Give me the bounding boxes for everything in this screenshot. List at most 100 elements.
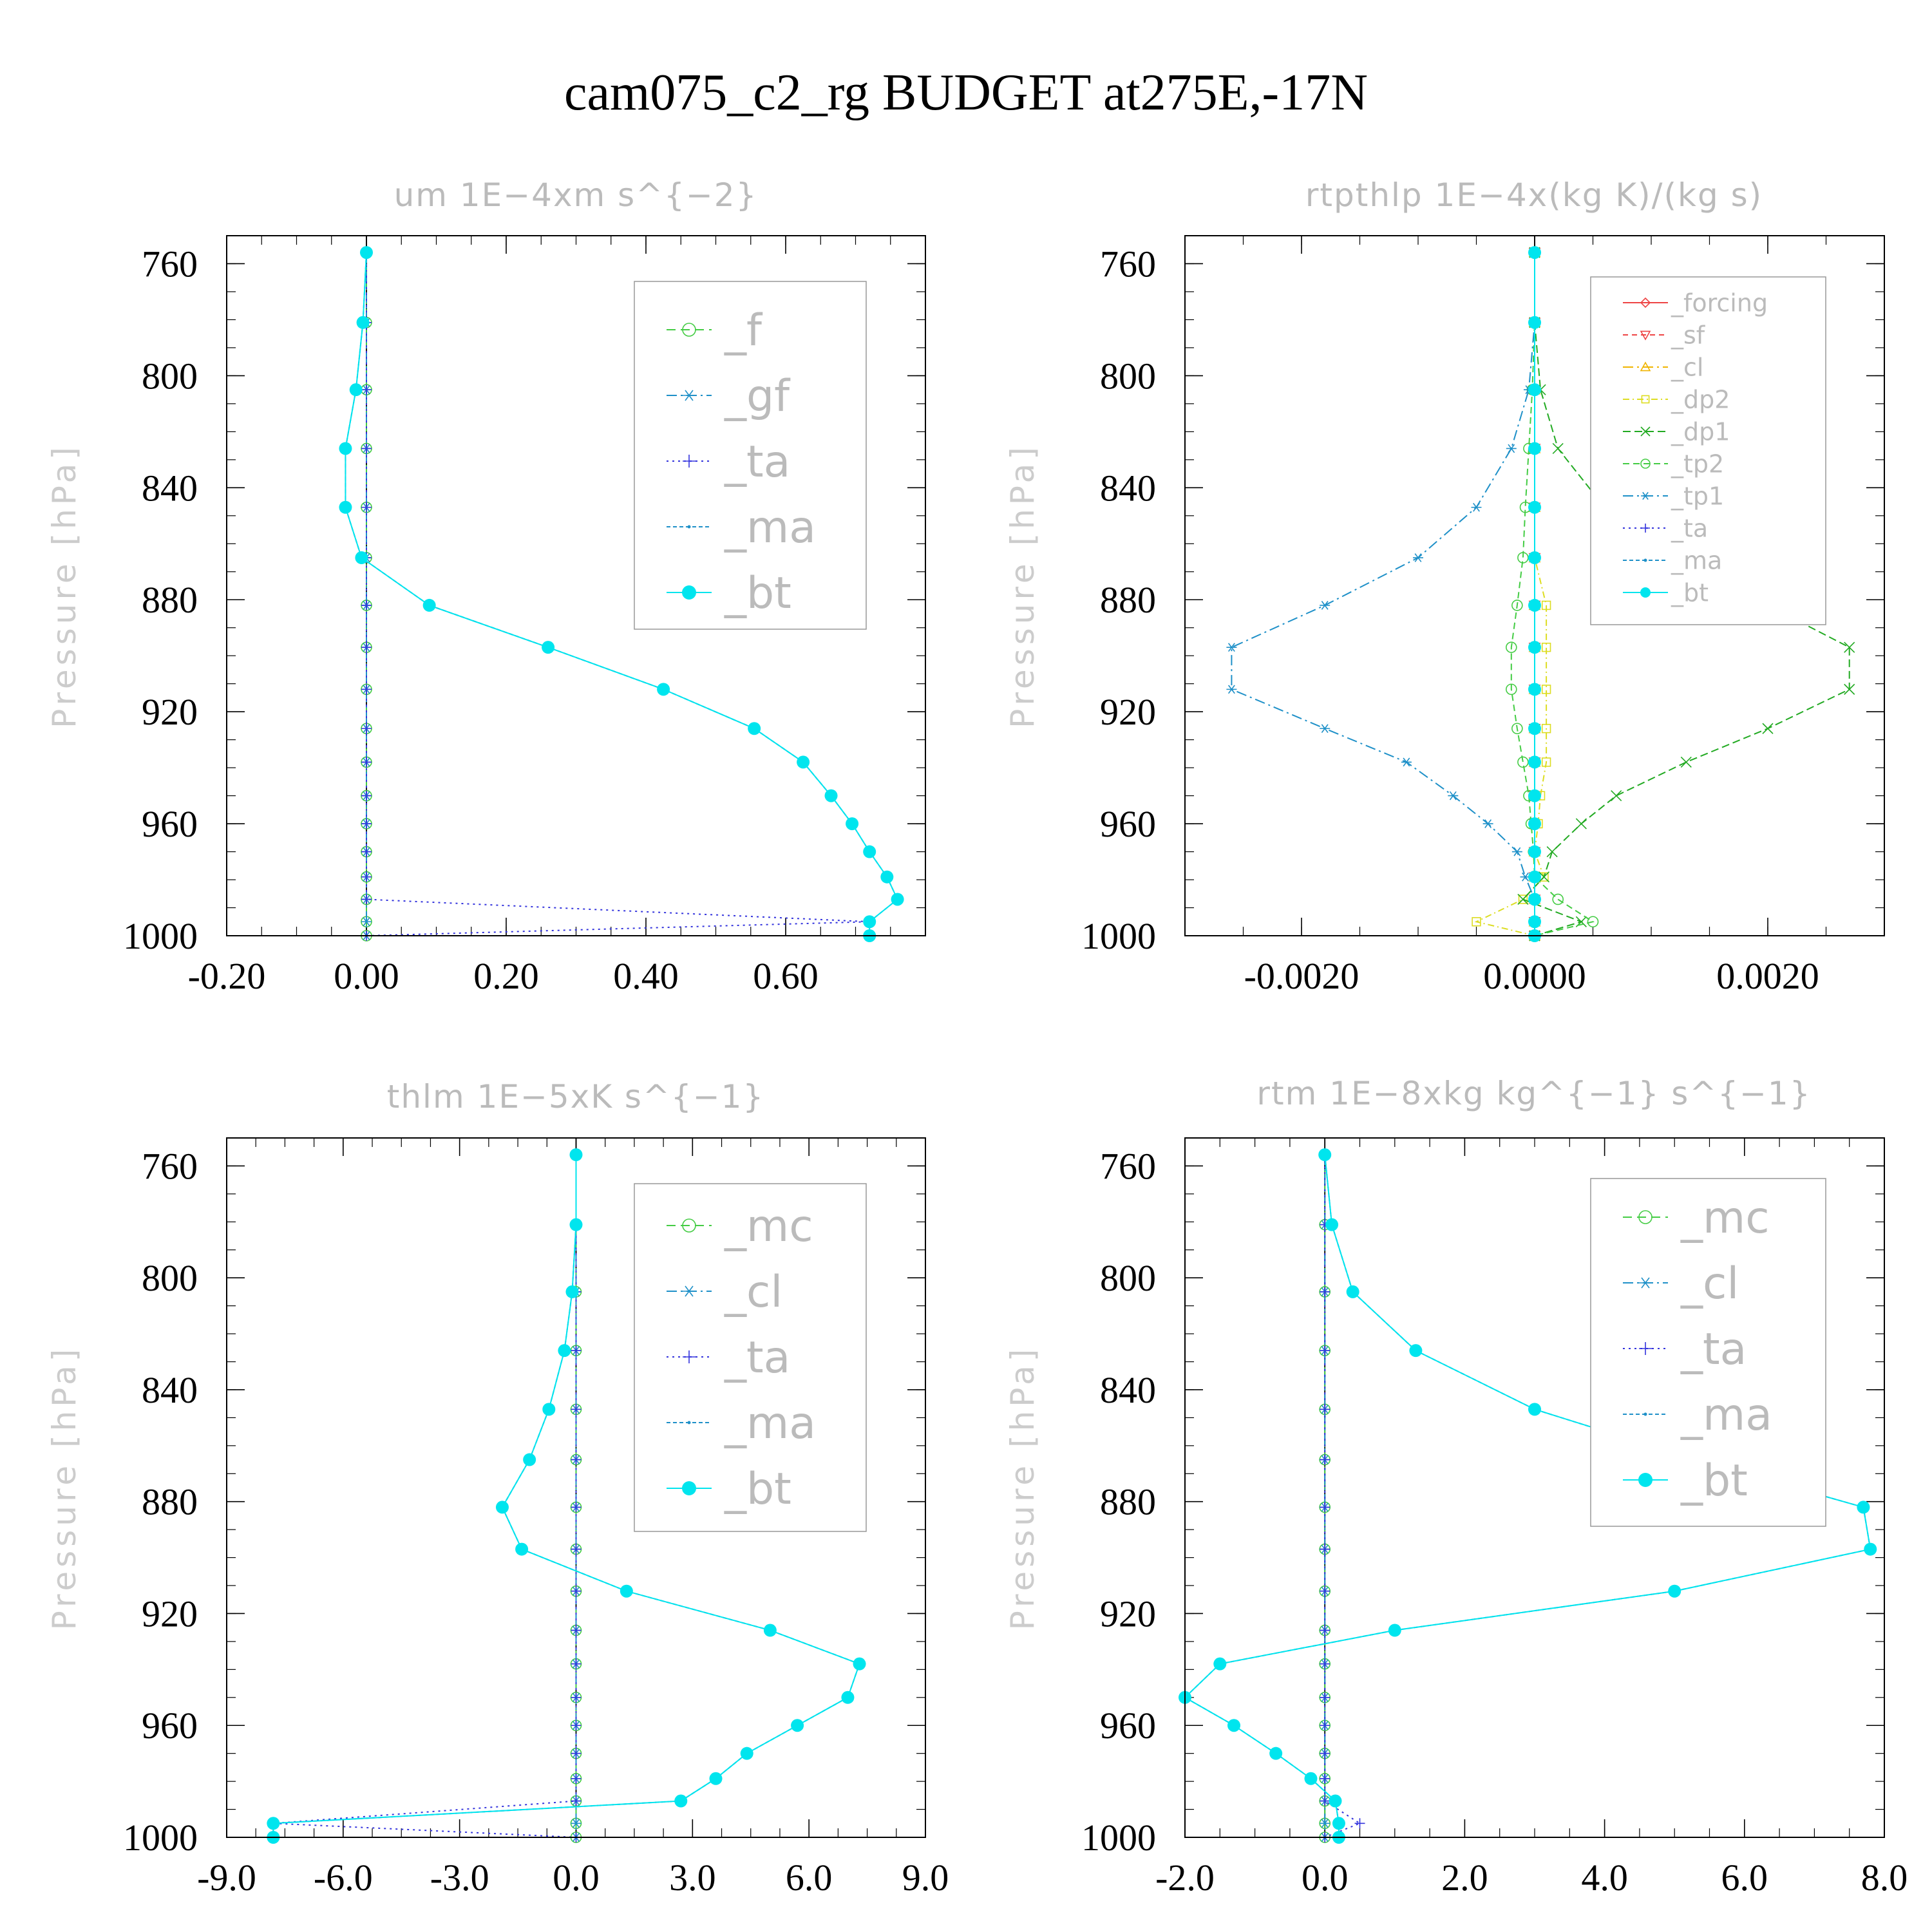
- data-point: [571, 1720, 582, 1731]
- data-point: [422, 598, 436, 612]
- y-tick-label: 960: [142, 803, 198, 845]
- legend: _f _gf _ta _ma _bt: [634, 281, 867, 630]
- data-point: [1541, 685, 1551, 694]
- data-point: [571, 1795, 582, 1806]
- data-point: [1506, 683, 1517, 696]
- x-tick-label: 0.0000: [1483, 955, 1586, 997]
- data-point: [880, 870, 894, 884]
- legend-label: _sf: [1671, 321, 1706, 349]
- x-tick-label: -0.20: [188, 955, 266, 997]
- data-point: [1320, 724, 1331, 734]
- data-point: [1844, 683, 1855, 695]
- data-point: [1640, 426, 1651, 437]
- data-point: [1541, 724, 1551, 734]
- legend-label: _bt: [724, 568, 791, 619]
- data-point: [1213, 1657, 1227, 1671]
- legend-label: _bt: [724, 1464, 791, 1515]
- legend-label: _ta: [1680, 1324, 1747, 1375]
- legend: _forcing _sf _cl _dp2 _dp1 _tp2 _tp1 _ta _ma _bt: [1590, 276, 1826, 625]
- data-point: [657, 683, 670, 696]
- x-tick-label: -2.0: [1155, 1857, 1215, 1899]
- data-point: [824, 789, 838, 802]
- y-tick-label: 800: [142, 355, 198, 397]
- y-tick-label: 1000: [1081, 1817, 1156, 1859]
- series-line-tp1: [1231, 252, 1535, 936]
- data-point: [1857, 1501, 1870, 1514]
- plot-frame: [226, 235, 926, 936]
- data-point: [1346, 1285, 1359, 1298]
- x-tick-label: 8.0: [1861, 1857, 1908, 1899]
- data-point: [571, 1502, 582, 1513]
- x-tick-label: 6.0: [1721, 1857, 1768, 1899]
- data-point: [674, 1794, 688, 1808]
- legend: _mc _cl _ta _ma _bt: [634, 1183, 867, 1532]
- data-point: [682, 1218, 696, 1233]
- y-tick-label: 1000: [1081, 915, 1156, 957]
- data-point: [1528, 817, 1541, 831]
- y-tick-label: 880: [142, 1481, 198, 1523]
- data-point: [1552, 442, 1564, 455]
- data-point: [682, 1481, 696, 1495]
- legend-label: _cl: [1671, 353, 1703, 381]
- data-point: [542, 1403, 556, 1416]
- y-tick-label: 800: [1100, 355, 1156, 397]
- x-tick-label: 0.40: [613, 955, 679, 997]
- data-point: [1511, 723, 1523, 735]
- data-point: [1409, 1344, 1423, 1358]
- data-point: [1401, 757, 1412, 767]
- data-point: [1471, 502, 1482, 512]
- data-point: [361, 600, 372, 611]
- data-point: [267, 1817, 280, 1830]
- data-point: [1320, 1404, 1331, 1415]
- y-tick-label: 840: [1100, 1369, 1156, 1411]
- data-point: [361, 642, 372, 653]
- legend-label: _bt: [1671, 578, 1709, 607]
- data-point: [361, 384, 372, 395]
- data-point: [1226, 643, 1237, 652]
- data-point: [1552, 893, 1564, 905]
- legend-label: _f: [724, 305, 763, 356]
- data-point: [1227, 1719, 1241, 1732]
- legend-label: _bt: [1680, 1455, 1748, 1506]
- data-point: [1587, 916, 1599, 928]
- figure-title: cam075_c2_rg BUDGET at275E,-17N: [564, 64, 1368, 121]
- data-point: [569, 1218, 583, 1231]
- chart-panel-1: um 1E−4xm s^{−2} Pressure [hPa] 760 800 840 8…: [46, 176, 926, 997]
- y-tick-label: 1000: [123, 915, 198, 957]
- data-point: [683, 390, 696, 401]
- x-tick-label: 0.0020: [1716, 955, 1819, 997]
- data-point: [571, 1819, 582, 1828]
- data-point: [1641, 524, 1650, 533]
- data-point: [709, 1772, 723, 1785]
- legend-label: _dp2: [1671, 385, 1730, 413]
- y-tick-label: 840: [142, 467, 198, 509]
- legend-label: _ta: [724, 437, 790, 488]
- series-line-tp2: [1510, 252, 1595, 936]
- y-tick-label: 840: [1100, 467, 1156, 509]
- data-point: [1541, 600, 1551, 611]
- data-point: [682, 323, 696, 337]
- data-point: [1643, 558, 1647, 562]
- x-tick-label: 6.0: [786, 1857, 833, 1899]
- legend-label: _cl: [1680, 1258, 1739, 1309]
- data-point: [360, 246, 373, 260]
- data-point: [1668, 1584, 1681, 1598]
- data-point: [863, 845, 876, 858]
- legend-label: _forcing: [1671, 289, 1768, 317]
- panel-title: thlm 1E−5xK s^{−1}: [387, 1078, 764, 1115]
- data-point: [1318, 1148, 1332, 1162]
- y-tick-label: 920: [142, 1593, 198, 1634]
- data-point: [361, 917, 372, 927]
- data-point: [683, 1285, 696, 1297]
- data-point: [1762, 723, 1774, 734]
- data-point: [361, 502, 372, 513]
- data-point: [361, 846, 372, 857]
- data-point: [361, 819, 372, 829]
- chart-panel-4: rtm 1E−8xkg kg^{−1} s^{−1} Pressure [hPa]…: [1004, 1075, 1908, 1899]
- data-point: [748, 722, 761, 735]
- data-point: [1413, 553, 1423, 562]
- x-tick-label: 3.0: [669, 1857, 716, 1899]
- data-point: [1528, 870, 1541, 884]
- legend-label: _gf: [724, 371, 791, 422]
